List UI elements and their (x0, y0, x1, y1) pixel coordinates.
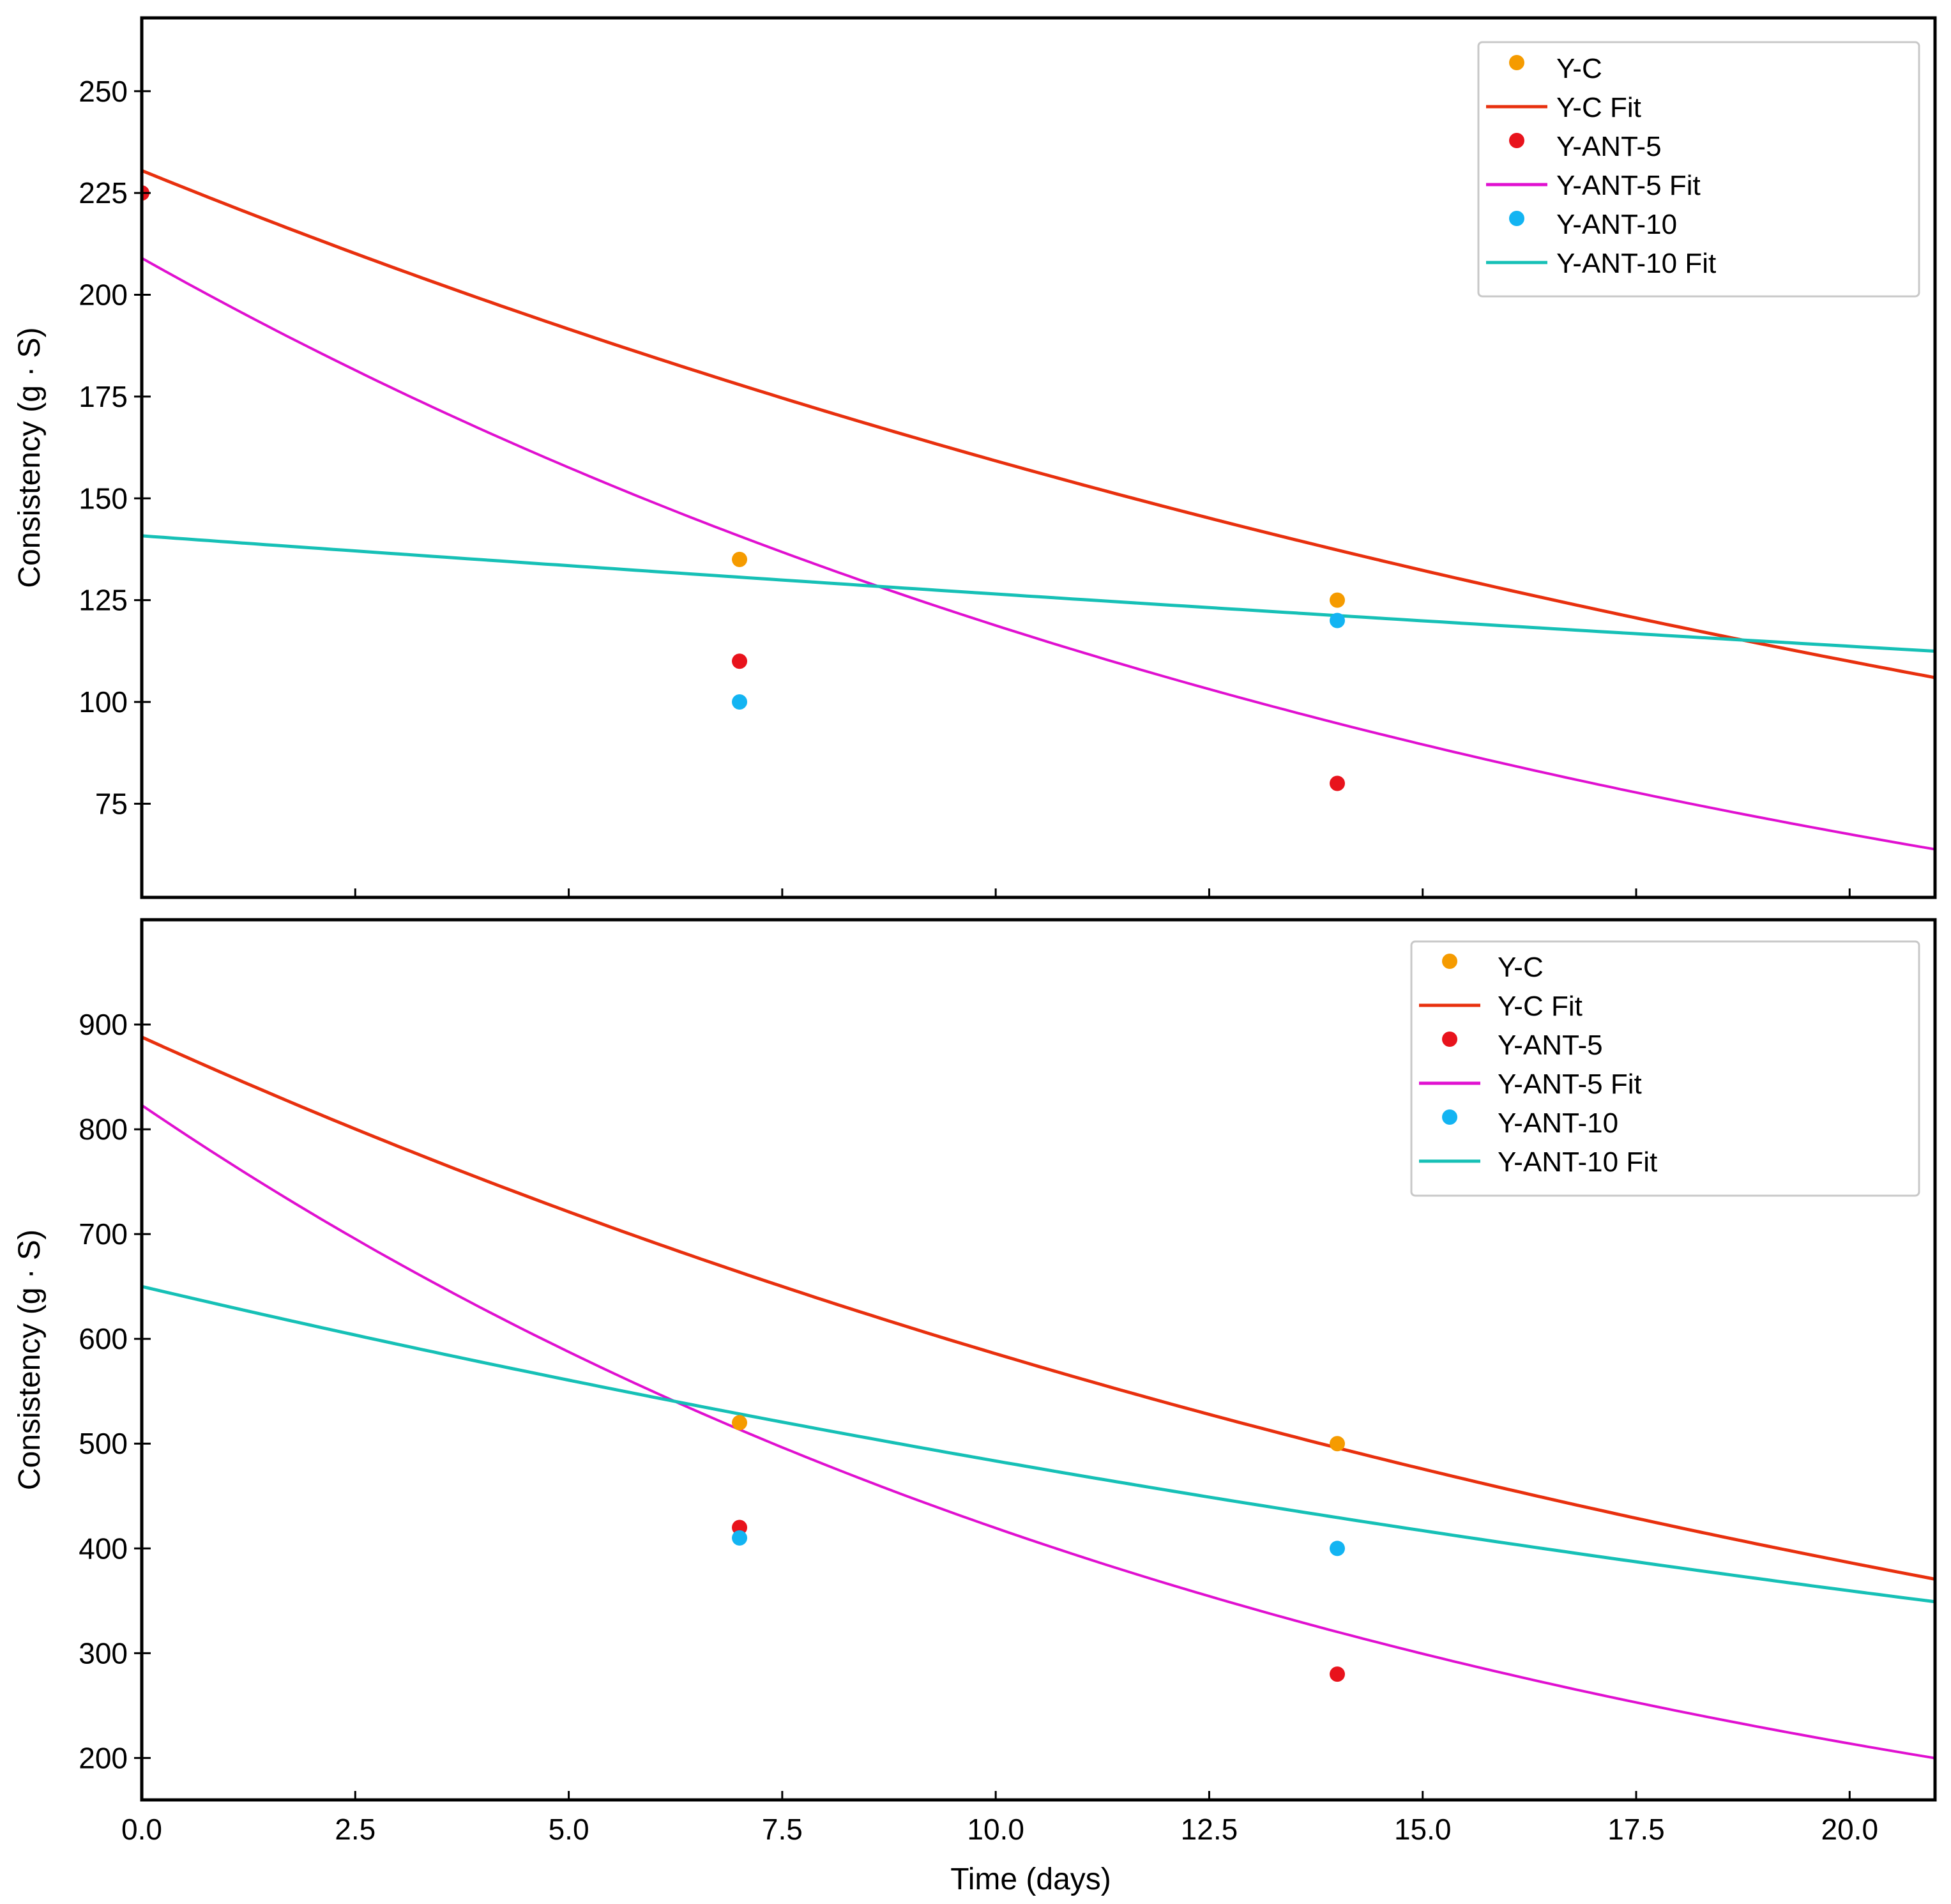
y-tick-label: 200 (79, 278, 128, 312)
x-tick-label: 15.0 (1394, 1813, 1452, 1846)
y-tick-label: 225 (79, 176, 128, 209)
data-point-y-c (1330, 1436, 1345, 1452)
legend-label: Y-C (1498, 952, 1544, 983)
data-point-y-ant-5 (1330, 775, 1345, 791)
y-axis-title: Consistency (g · S) (13, 327, 47, 588)
data-point-y-ant-5 (732, 1519, 747, 1535)
data-point-y-c (732, 1415, 747, 1431)
legend-label: Y-ANT-10 Fit (1498, 1146, 1657, 1178)
legend-label: Y-C Fit (1556, 92, 1641, 123)
y-tick-label: 300 (79, 1636, 128, 1670)
y-tick-label: 150 (79, 482, 128, 515)
y-tick-label: 100 (79, 685, 128, 719)
legend-label: Y-ANT-5 (1498, 1030, 1603, 1061)
fit-line-y-c-fit (142, 169, 1935, 680)
legend-label: Y-ANT-10 Fit (1556, 248, 1716, 279)
y-tick-label: 400 (79, 1532, 128, 1565)
plot-frame (140, 16, 1937, 899)
y-tick-label: 250 (79, 75, 128, 108)
legend-label: Y-ANT-5 (1556, 131, 1662, 162)
fit-line-y-ant-10-fit (142, 534, 1935, 653)
legend-label: Y-ANT-10 (1498, 1108, 1618, 1139)
legend-marker (1442, 1032, 1457, 1047)
x-tick-label: 17.5 (1607, 1813, 1665, 1846)
legend-label: Y-ANT-5 Fit (1556, 170, 1701, 201)
legend-marker (1509, 55, 1524, 70)
y-tick-label: 900 (79, 1008, 128, 1041)
fit-line-y-ant-10-fit (142, 1284, 1935, 1604)
data-point-y-ant-10 (1330, 613, 1345, 628)
x-tick-label: 0.0 (121, 1813, 162, 1846)
data-point-y-ant-10 (1330, 1541, 1345, 1557)
fit-line-y-c-fit (142, 1035, 1935, 1581)
plot-area (142, 1035, 1935, 1760)
legend: Y-C Y-C Fit Y-ANT-5 Y-ANT-5 Fit Y-ANT-10 Y-AN… (1477, 41, 1920, 298)
fit-line-y-ant-5-fit (142, 1104, 1935, 1760)
legend-label: Y-C (1556, 53, 1602, 84)
top-panel: 75 100 125 150 175 200 225 250 Consistency (g · … (13, 16, 1937, 899)
legend: Y-C Y-C Fit Y-ANT-5 Y-ANT-5 Fit Y-ANT-10 Y-AN… (1410, 940, 1920, 1197)
x-tick-label: 10.0 (967, 1813, 1024, 1846)
legend-label: Y-ANT-5 Fit (1498, 1069, 1642, 1100)
legend-box (1477, 41, 1920, 298)
y-tick-label: 600 (79, 1322, 128, 1355)
x-tick-label: 12.5 (1181, 1813, 1238, 1846)
data-point-y-ant-5 (732, 653, 747, 669)
data-point-y-c (732, 551, 747, 567)
y-tick-label: 700 (79, 1217, 128, 1251)
fit-line-y-ant-5-fit (142, 257, 1935, 851)
data-point-y-ant-5 (1330, 1666, 1345, 1682)
x-tick-label: 20.0 (1821, 1813, 1879, 1846)
legend-marker (1509, 211, 1524, 226)
legend-marker (1442, 1109, 1457, 1125)
y-tick-label: 75 (95, 787, 128, 820)
x-tick-label: 7.5 (762, 1813, 803, 1846)
x-axis-title: Time (days) (950, 1862, 1111, 1896)
y-tick-label: 800 (79, 1113, 128, 1146)
plot-area (142, 169, 1935, 851)
y-tick-label: 175 (79, 380, 128, 413)
y-tick-label: 200 (79, 1741, 128, 1774)
plot-frame (140, 918, 1937, 1802)
legend-label: Y-ANT-10 (1556, 209, 1677, 240)
y-axis-title: Consistency (g · S) (13, 1230, 47, 1490)
legend-marker (1442, 954, 1457, 969)
data-point-y-ant-10 (732, 694, 747, 710)
y-tick-label: 500 (79, 1427, 128, 1460)
data-point-y-c (1330, 592, 1345, 608)
x-tick-label: 2.5 (335, 1813, 376, 1846)
data-point-y-ant-10 (732, 1530, 747, 1546)
legend-marker (1509, 133, 1524, 148)
bottom-panel: 0.0 2.5 5.0 7.5 10.0 12.5 15.0 17.5 20.0 200 300 40… (13, 918, 1937, 1896)
legend-label: Y-C Fit (1498, 991, 1583, 1022)
x-tick-label: 5.0 (549, 1813, 589, 1846)
legend-box (1410, 940, 1920, 1197)
y-tick-label: 125 (79, 584, 128, 617)
